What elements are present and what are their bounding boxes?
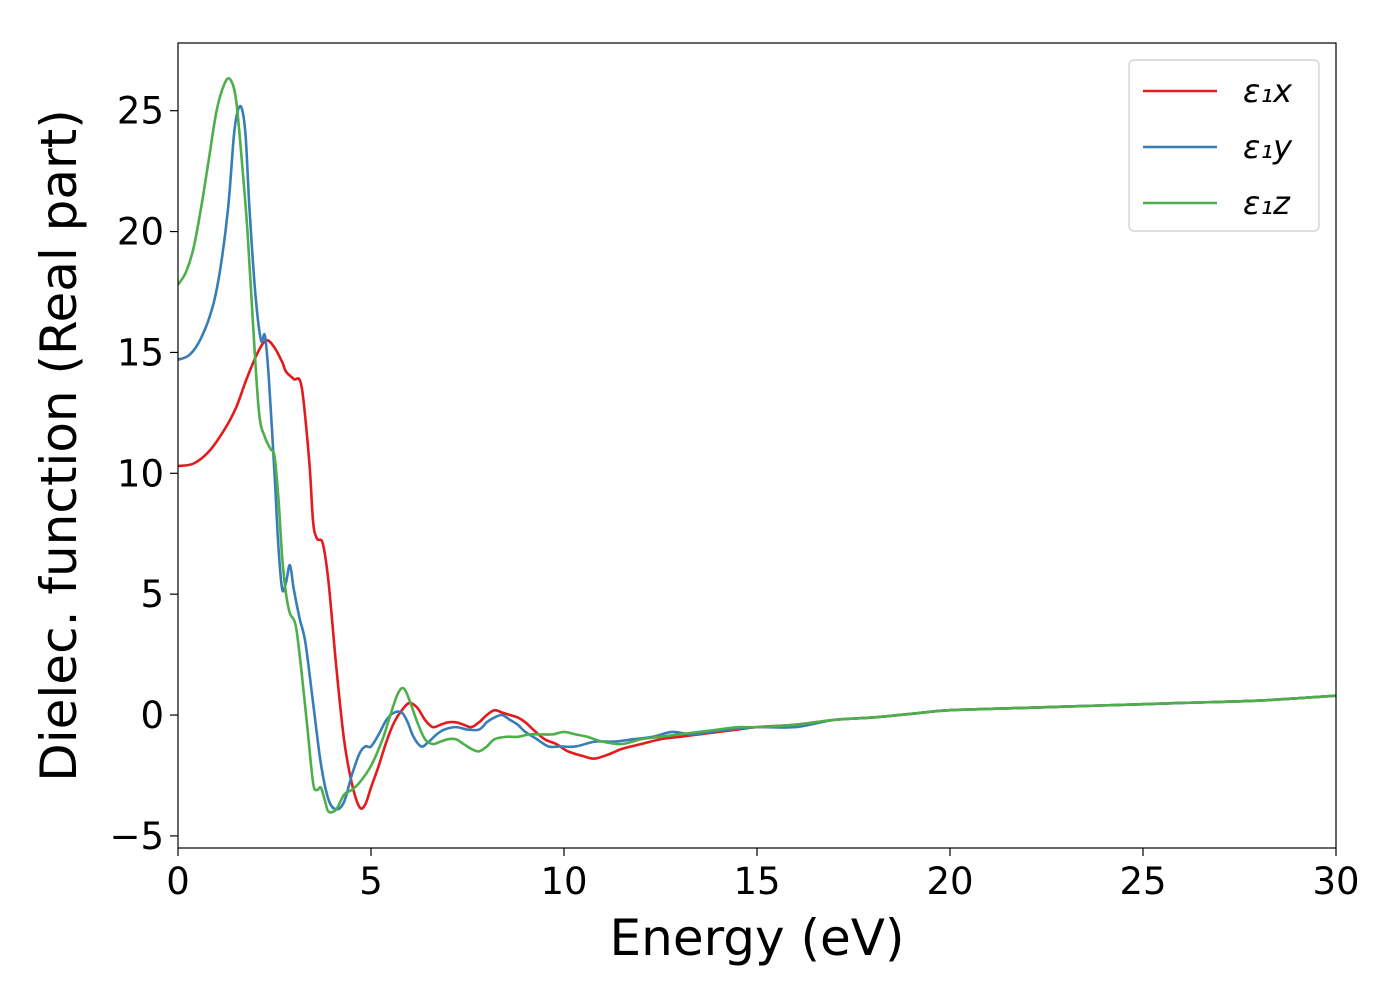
legend: ε₁x ε₁y ε₁z bbox=[1128, 59, 1320, 232]
series-layer bbox=[178, 76, 1336, 814]
y-tick-label: 10 bbox=[117, 452, 164, 495]
x-tick-label: 5 bbox=[359, 860, 383, 903]
legend-label-eps1y: ε₁y bbox=[1243, 128, 1293, 166]
y-tick-label: 20 bbox=[117, 211, 164, 254]
series-line-eps1x bbox=[178, 339, 1336, 810]
series-line-eps1y bbox=[178, 104, 1336, 811]
y-tick-label: 0 bbox=[140, 694, 164, 737]
legend-label-eps1x: ε₁x bbox=[1243, 72, 1293, 110]
x-tick-label: 15 bbox=[733, 860, 780, 903]
x-tick-label: 0 bbox=[166, 860, 190, 903]
x-tick-label: 10 bbox=[540, 860, 587, 903]
x-axis-ticks: 0 5 10 15 20 25 30 bbox=[166, 848, 1360, 903]
x-tick-label: 30 bbox=[1312, 860, 1359, 903]
x-tick-label: 25 bbox=[1119, 860, 1166, 903]
y-tick-label: 5 bbox=[140, 573, 164, 616]
y-tick-label: −5 bbox=[109, 815, 164, 858]
y-tick-label: 25 bbox=[117, 90, 164, 133]
series-line-eps1z bbox=[178, 76, 1336, 814]
legend-label-eps1z: ε₁z bbox=[1243, 184, 1291, 222]
y-axis-label: Dielec. function (Real part) bbox=[30, 109, 88, 781]
y-axis-ticks: −5 0 5 10 15 20 25 bbox=[109, 90, 178, 858]
legend-box bbox=[1128, 59, 1320, 232]
x-axis-label: Energy (eV) bbox=[610, 909, 905, 967]
x-tick-label: 20 bbox=[926, 860, 973, 903]
y-tick-label: 15 bbox=[117, 331, 164, 374]
